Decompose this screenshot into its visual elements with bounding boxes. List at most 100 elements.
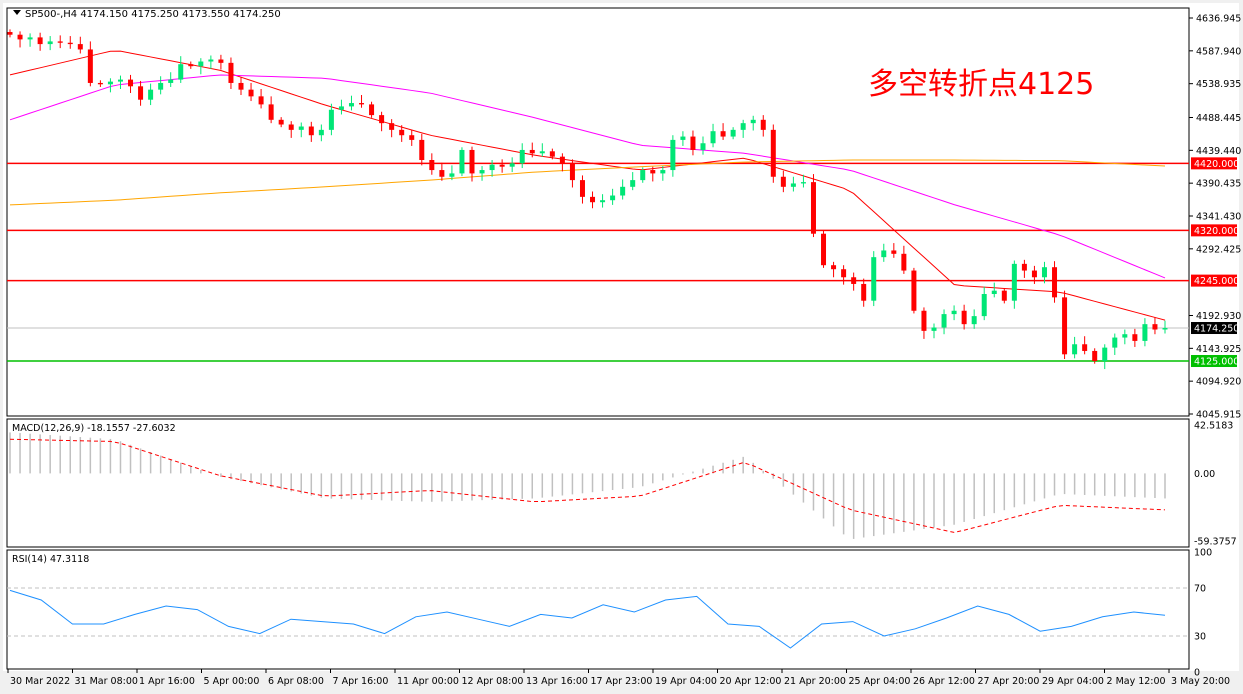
candle-body	[971, 316, 977, 325]
candle-body	[901, 253, 907, 271]
candle-body	[590, 196, 596, 203]
candle-body	[57, 41, 63, 43]
x-tick-label: 12 Apr 08:00	[462, 676, 524, 687]
y-tick-label: 4192.930	[1196, 311, 1241, 322]
candle-body	[539, 151, 545, 154]
candle-body	[188, 64, 194, 67]
y-tick-label: 4538.935	[1196, 79, 1241, 90]
x-tick-label: 26 Apr 12:00	[913, 676, 975, 687]
candle-body	[750, 119, 756, 124]
candle-body	[67, 42, 73, 45]
candle-body	[981, 294, 987, 317]
candle-body	[620, 186, 626, 196]
candle-body	[1132, 334, 1138, 341]
x-tick-label: 29 Apr 04:00	[1042, 676, 1104, 687]
candle-body	[1072, 344, 1078, 355]
y-tick-label: 4341.430	[1196, 212, 1241, 223]
candle-body	[469, 149, 475, 174]
y-tick-label: 4439.440	[1196, 146, 1241, 157]
candle-body	[409, 135, 415, 140]
candle-body	[710, 131, 716, 144]
level-label-bg	[1191, 274, 1237, 287]
macd-y-tick-label: 42.5183	[1194, 421, 1233, 432]
current-price-bg	[1191, 322, 1237, 335]
level-label: 4125.000	[1194, 357, 1239, 368]
candle-body	[77, 44, 83, 50]
level-label: 4245.000	[1194, 276, 1239, 287]
candle-body	[1092, 350, 1098, 362]
candle-body	[258, 96, 264, 105]
candle-body	[891, 250, 897, 254]
macd-y-tick-label: 0.00	[1194, 469, 1215, 480]
macd-title: MACD(12,26,9) -18.1557 -27.6032	[12, 423, 176, 434]
candle-body	[821, 233, 827, 266]
candle-body	[228, 62, 234, 83]
candle-body	[810, 182, 816, 234]
candle-body	[610, 195, 616, 201]
candle-body	[27, 37, 33, 40]
symbol-info: SP500-,H4 4174.150 4175.250 4173.550 417…	[25, 9, 281, 20]
candle-body	[911, 270, 917, 311]
candle-body	[47, 41, 53, 45]
candle-body	[1062, 297, 1068, 355]
candle-body	[1082, 344, 1088, 351]
candle-body	[941, 314, 947, 328]
candle-body	[881, 250, 887, 258]
candle-body	[1041, 267, 1047, 278]
candle-body	[690, 136, 696, 150]
rsi-panel[interactable]	[6, 549, 1190, 670]
candle-body	[730, 129, 736, 137]
candle-body	[760, 119, 766, 130]
x-tick-label: 27 Apr 20:00	[978, 676, 1040, 687]
x-tick-label: 21 Apr 20:00	[784, 676, 846, 687]
candle-body	[931, 327, 937, 331]
x-tick-label: 31 Mar 08:00	[75, 676, 138, 687]
candle-body	[479, 170, 485, 174]
rsi-y-tick-label: 0	[1194, 668, 1200, 679]
candle-body	[318, 129, 324, 136]
candle-body	[700, 143, 706, 150]
candle-body	[1011, 263, 1017, 301]
candle-body	[640, 170, 646, 181]
moving-average-line-1	[9, 74, 1166, 279]
x-tick-label: 13 Apr 16:00	[526, 676, 588, 687]
candle-body	[117, 79, 123, 82]
candle-body	[800, 182, 806, 184]
candle-body	[268, 104, 274, 120]
dropdown-triangle-icon[interactable]	[13, 10, 21, 15]
level-label-bg	[1191, 224, 1237, 237]
x-tick-label: 5 Apr 00:00	[204, 676, 260, 687]
rsi-y-tick-label: 100	[1194, 548, 1212, 559]
x-tick-label: 7 Apr 16:00	[333, 676, 389, 687]
level-label-bg	[1191, 157, 1237, 170]
candle-body	[138, 86, 144, 100]
candle-body	[841, 269, 847, 278]
rsi-y-tick-label: 30	[1194, 632, 1206, 643]
candle-body	[198, 61, 204, 67]
candle-body	[1001, 290, 1007, 301]
macd-panel[interactable]	[6, 418, 1190, 548]
candle-body	[439, 170, 445, 177]
candle-body	[961, 310, 967, 325]
candle-body	[399, 129, 405, 136]
candle-body	[579, 180, 585, 197]
candle-body	[549, 151, 555, 157]
candle-body	[529, 149, 535, 154]
candle-body	[338, 106, 344, 110]
moving-average-line-2	[9, 159, 1166, 206]
candle-body	[7, 32, 13, 35]
x-tick-label: 1 Apr 16:00	[139, 676, 195, 687]
x-tick-label: 3 May 20:00	[1171, 676, 1230, 687]
candle-body	[248, 89, 254, 97]
candle-body	[158, 82, 164, 90]
candle-body	[419, 139, 425, 161]
candle-body	[770, 129, 776, 177]
y-tick-label: 4488.445	[1196, 113, 1241, 124]
candle-body	[509, 163, 515, 167]
macd-y-tick-label: -59.3757	[1194, 537, 1237, 548]
moving-average-line-0	[9, 50, 1166, 321]
candle-body	[128, 79, 134, 87]
candle-body	[831, 265, 837, 270]
candle-body	[871, 257, 877, 301]
candle-body	[148, 89, 154, 100]
